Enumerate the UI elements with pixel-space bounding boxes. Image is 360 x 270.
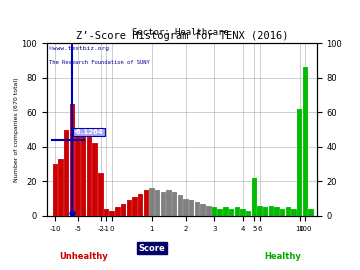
Bar [132, 197, 138, 216]
Bar [115, 207, 121, 216]
Bar [257, 206, 263, 216]
Bar [144, 190, 149, 216]
Bar [201, 204, 206, 216]
Bar [291, 209, 297, 216]
Text: Sector: Healthcare: Sector: Healthcare [132, 28, 228, 37]
Bar [121, 204, 126, 216]
Bar [297, 109, 302, 216]
Bar [126, 200, 132, 216]
Bar [223, 207, 229, 216]
Y-axis label: Number of companies (670 total): Number of companies (670 total) [14, 77, 19, 182]
Text: The Research Foundation of SUNY: The Research Foundation of SUNY [49, 60, 149, 65]
Bar [53, 164, 58, 216]
Text: Healthy: Healthy [264, 252, 301, 261]
Text: ©www.textbiz.org: ©www.textbiz.org [49, 46, 108, 51]
Text: -6.1264: -6.1264 [74, 129, 104, 135]
Bar [274, 207, 280, 216]
Bar [229, 209, 234, 216]
Bar [58, 159, 64, 216]
Bar [93, 143, 98, 216]
Title: Z’-Score Histogram for TENX (2016): Z’-Score Histogram for TENX (2016) [76, 31, 288, 41]
Bar [189, 200, 194, 216]
Bar [166, 190, 172, 216]
Bar [246, 211, 251, 216]
Bar [155, 190, 160, 216]
Bar [269, 206, 274, 216]
Bar [280, 209, 285, 216]
Bar [109, 211, 115, 216]
Bar [206, 206, 212, 216]
Bar [309, 209, 314, 216]
Bar [70, 104, 75, 216]
Bar [303, 68, 308, 216]
Bar [178, 195, 183, 216]
Bar [64, 130, 69, 216]
Bar [81, 130, 86, 216]
Bar [87, 137, 92, 216]
Bar [104, 209, 109, 216]
Bar [138, 194, 143, 216]
Text: Score: Score [139, 244, 165, 253]
Bar [286, 207, 291, 216]
Bar [252, 178, 257, 216]
Bar [212, 207, 217, 216]
Bar [161, 192, 166, 216]
Bar [240, 209, 246, 216]
Text: Unhealthy: Unhealthy [59, 252, 108, 261]
Bar [172, 192, 177, 216]
Bar [217, 209, 223, 216]
Bar [195, 202, 200, 216]
Bar [98, 173, 104, 216]
Bar [263, 207, 268, 216]
Bar [149, 188, 155, 216]
Bar [183, 199, 189, 216]
Bar [234, 207, 240, 216]
Bar [75, 133, 81, 216]
